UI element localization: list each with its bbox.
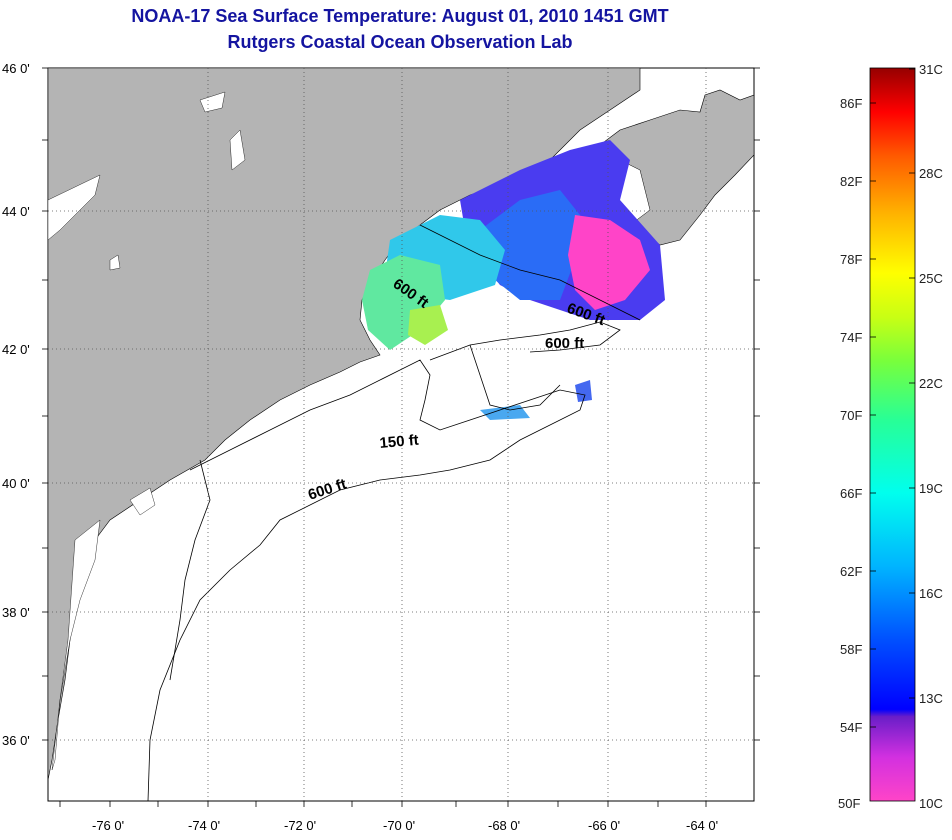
sst-patch: [362, 140, 665, 420]
colorbar-f-label: 62F: [840, 564, 863, 579]
lat-label: 38 0': [2, 605, 30, 620]
colorbar-c-label: 22C: [919, 376, 943, 391]
lat-label: 42 0': [2, 342, 30, 357]
colorbar-f-label: 58F: [840, 642, 863, 657]
lat-label: 36 0': [2, 733, 30, 748]
lon-label: -74 0': [188, 818, 221, 833]
colorbar-c-label: 19C: [919, 481, 943, 496]
lon-label: -68 0': [488, 818, 521, 833]
lon-label: -76 0': [92, 818, 125, 833]
axis-ticks: [42, 67, 760, 807]
contour-label-600ft-bank: 600 ft: [545, 335, 584, 352]
lon-label: -66 0': [588, 818, 621, 833]
lat-label: 44 0': [2, 204, 30, 219]
colorbar-f-label: 86F: [840, 96, 863, 111]
map-title: NOAA-17 Sea Surface Temperature: August …: [131, 6, 669, 26]
bathymetry-contours: [147, 224, 641, 801]
colorbar: [869, 67, 916, 802]
colorbar-c-label: 25C: [919, 271, 943, 286]
colorbar-f-label: 74F: [840, 330, 863, 345]
colorbar-c-label: 13C: [919, 691, 943, 706]
map-subtitle: Rutgers Coastal Ocean Observation Lab: [227, 32, 573, 52]
colorbar-c-label: 10C: [919, 796, 943, 811]
colorbar-c-label: 16C: [919, 586, 943, 601]
colorbar-f-label: 78F: [840, 252, 863, 267]
lakes: [48, 91, 246, 771]
lon-label: -70 0': [383, 818, 416, 833]
grid-lines: [48, 68, 754, 801]
contour-label-150ft: 150 ft: [379, 432, 420, 452]
colorbar-c-label: 31C: [919, 62, 943, 77]
colorbar-f-label: 50F: [838, 796, 861, 811]
colorbar-f-label: 82F: [840, 174, 863, 189]
lat-label: 40 0': [2, 476, 30, 491]
colorbar-f-label: 66F: [840, 486, 863, 501]
colorbar-ticks: [870, 68, 915, 728]
lon-label: -72 0': [284, 818, 317, 833]
colorbar-c-label: 28C: [919, 166, 943, 181]
colorbar-f-label: 70F: [840, 408, 863, 423]
colorbar-f-label: 54F: [840, 720, 863, 735]
lon-label: -64 0': [686, 818, 719, 833]
lat-label: 46 0': [2, 61, 30, 76]
